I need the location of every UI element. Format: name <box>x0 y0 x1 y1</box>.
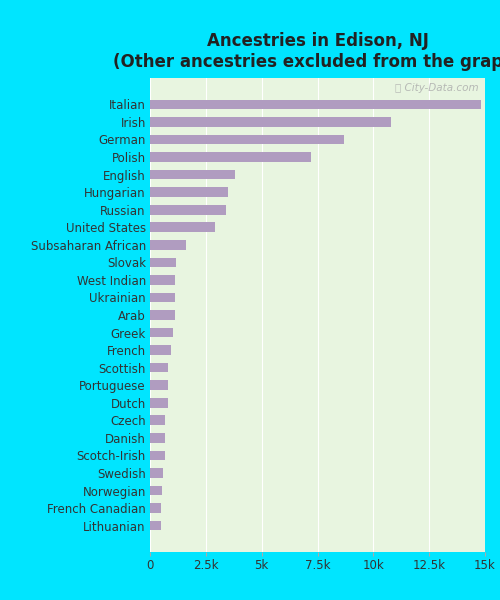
Bar <box>150 223 215 232</box>
Bar <box>150 310 174 320</box>
Bar <box>150 415 165 425</box>
Bar <box>150 117 391 127</box>
Bar <box>150 240 186 250</box>
Bar <box>150 451 164 460</box>
Bar <box>150 328 174 337</box>
Bar <box>150 521 161 530</box>
Bar <box>150 468 162 478</box>
Bar <box>150 205 226 215</box>
Bar <box>150 485 162 496</box>
Bar <box>150 134 344 145</box>
Bar <box>150 380 168 390</box>
Bar <box>150 187 228 197</box>
Bar <box>150 503 162 513</box>
Bar <box>150 152 311 162</box>
Bar <box>150 363 168 373</box>
Bar <box>150 170 235 179</box>
Bar <box>150 257 176 267</box>
Text: ⓘ City-Data.com: ⓘ City-Data.com <box>394 83 478 93</box>
Title: Ancestries in Edison, NJ
(Other ancestries excluded from the graph): Ancestries in Edison, NJ (Other ancestri… <box>113 32 500 71</box>
Bar <box>150 100 480 109</box>
Bar <box>150 275 174 285</box>
Bar <box>150 345 171 355</box>
Bar <box>150 433 164 443</box>
Bar <box>150 398 168 407</box>
Bar <box>150 293 174 302</box>
